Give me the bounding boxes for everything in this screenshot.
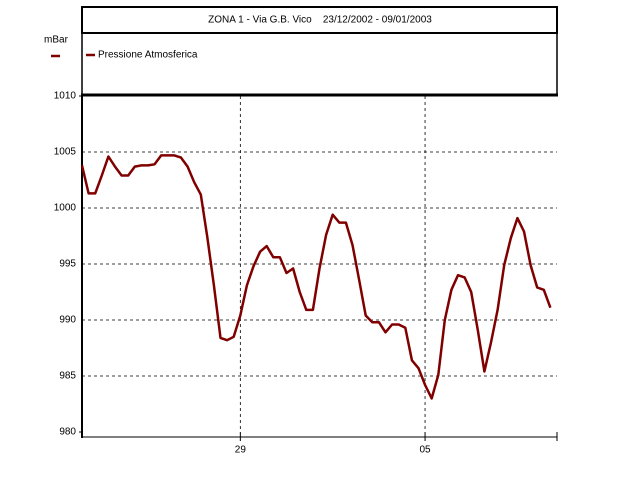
- y-tick-label: 985: [59, 371, 76, 382]
- x-tick-label: 29: [235, 445, 247, 456]
- y-tick-label: 980: [59, 427, 76, 438]
- y-tick-label: 995: [59, 259, 76, 270]
- y-tick-label: 1010: [54, 91, 77, 102]
- legend-box: [81, 32, 558, 96]
- y-axis-label: mBar: [44, 35, 69, 46]
- y-tick-label: 1000: [54, 203, 77, 214]
- chart-title: ZONA 1 - Via G.B. Vico 23/12/2002 - 09/0…: [208, 15, 432, 26]
- y-tick-label: 1005: [54, 147, 77, 158]
- y-tick-label: 990: [59, 315, 76, 326]
- legend-label: Pressione Atmosferica: [98, 50, 198, 61]
- data-line: [80, 154, 552, 400]
- x-tick-label: 05: [419, 445, 431, 456]
